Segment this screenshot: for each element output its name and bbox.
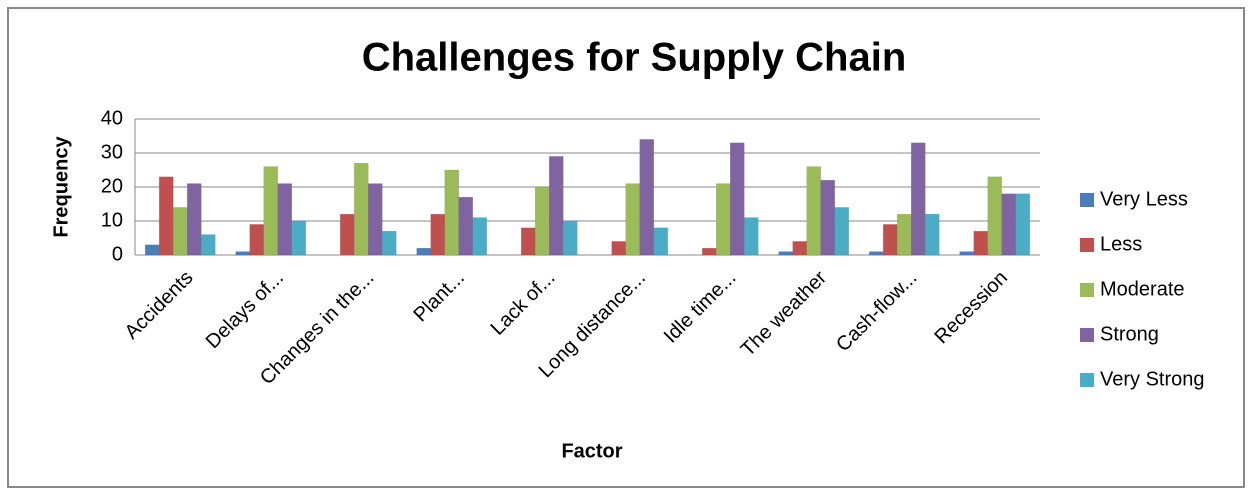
bar — [354, 162, 369, 256]
y-tick-label: 40 — [101, 107, 123, 129]
bar — [653, 227, 668, 256]
bar — [925, 213, 940, 256]
bar — [277, 183, 292, 256]
y-axis-label: Frequency — [50, 136, 72, 238]
bar — [145, 244, 160, 256]
bar — [382, 230, 397, 256]
bar — [702, 247, 717, 256]
chart-title: Challenges for Supply Chain — [362, 36, 907, 80]
bar — [730, 142, 745, 256]
bar — [959, 251, 974, 256]
bar — [744, 217, 759, 256]
bar — [430, 213, 445, 256]
bar — [625, 183, 640, 256]
bar — [201, 234, 216, 256]
bar — [792, 241, 807, 256]
bar — [368, 183, 383, 256]
bar — [458, 196, 473, 256]
legend-swatch — [1080, 238, 1094, 252]
legend-label: Moderate — [1100, 278, 1185, 300]
bar — [869, 251, 884, 256]
bar — [535, 186, 550, 256]
bar — [1001, 193, 1016, 256]
bar — [639, 139, 654, 256]
bar — [291, 220, 306, 256]
bar — [806, 166, 821, 256]
legend-label: Very Less — [1100, 188, 1188, 210]
bar — [159, 176, 174, 256]
bar — [911, 142, 926, 256]
bar — [340, 213, 355, 256]
bar — [778, 251, 793, 256]
bar — [263, 166, 278, 256]
bar — [187, 183, 202, 256]
bar — [611, 241, 626, 256]
y-tick-label: 0 — [112, 243, 123, 265]
bar — [1015, 193, 1030, 256]
legend-label: Less — [1100, 233, 1142, 255]
legend-swatch — [1080, 328, 1094, 342]
bar — [883, 224, 898, 256]
bar — [716, 183, 731, 256]
bar — [897, 213, 912, 256]
legend-label: Very Strong — [1100, 368, 1205, 390]
bar — [173, 207, 188, 256]
bar — [563, 220, 578, 256]
y-tick-label: 30 — [101, 141, 123, 163]
bar — [973, 230, 988, 256]
bar — [472, 217, 487, 256]
x-axis-label: Factor — [561, 440, 622, 462]
y-tick-label: 20 — [101, 175, 123, 197]
bar — [235, 251, 250, 256]
y-tick-label: 10 — [101, 209, 123, 231]
legend-swatch — [1080, 283, 1094, 297]
bar — [249, 224, 264, 256]
bar — [521, 227, 536, 256]
legend-swatch — [1080, 373, 1094, 387]
bar — [834, 207, 849, 256]
bar — [987, 176, 1002, 256]
bar — [444, 169, 459, 256]
legend-swatch — [1080, 193, 1094, 207]
bar — [416, 247, 431, 256]
bar — [549, 156, 564, 256]
legend-label: Strong — [1100, 323, 1159, 345]
bar — [820, 179, 835, 256]
